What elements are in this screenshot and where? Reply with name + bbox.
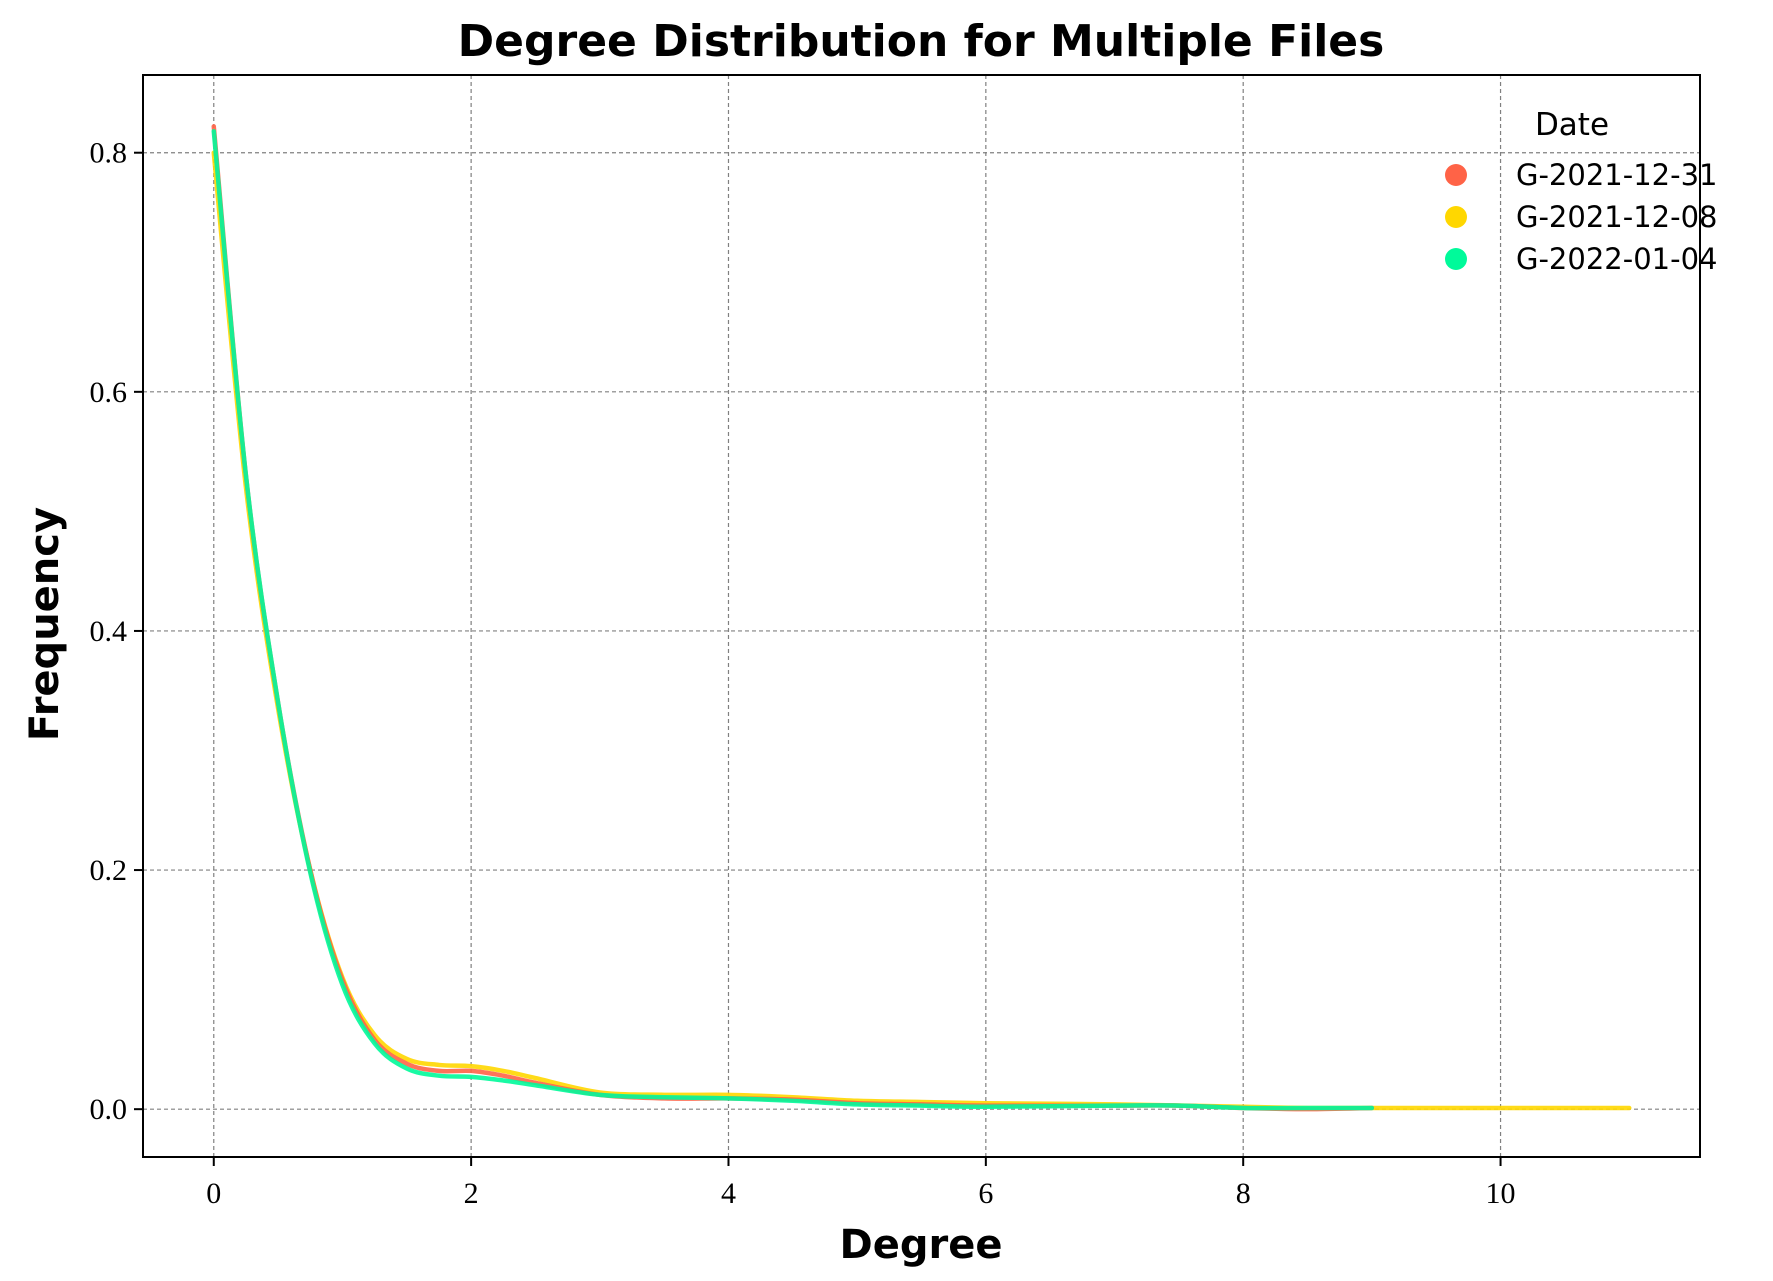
legend-label: G-2021-12-31 <box>1516 158 1717 192</box>
x-tick-label: 6 <box>978 1177 993 1210</box>
legend-title: Date <box>1535 107 1609 143</box>
series-lines <box>211 124 1632 1112</box>
x-axis-label: Degree <box>840 1222 1003 1268</box>
y-tick-label: 0.2 <box>90 854 128 887</box>
y-tick-label: 0.4 <box>90 615 128 648</box>
axis-ticks: 0 2 4 6 8 10 0.0 0.2 0.4 0.6 0.8 <box>90 137 1516 1210</box>
x-tick-label: 10 <box>1486 1177 1516 1210</box>
x-tick-label: 2 <box>464 1177 479 1210</box>
chart-title: Degree Distribution for Multiple Files <box>458 16 1385 67</box>
y-tick-label: 0.0 <box>90 1093 128 1126</box>
grid <box>143 75 1700 1157</box>
y-axis-label: Frequency <box>22 507 68 741</box>
plot-frame <box>142 74 1701 1158</box>
legend-marker <box>1445 248 1467 270</box>
legend: Date G-2021-12-31 G-2021-12-08 G-2022-01-0… <box>1445 107 1717 276</box>
x-tick-label: 8 <box>1236 1177 1251 1210</box>
y-tick-label: 0.8 <box>90 137 128 170</box>
legend-label: G-2021-12-08 <box>1516 200 1717 234</box>
y-tick-label: 0.6 <box>90 376 128 409</box>
series-line-3 <box>211 128 1375 1111</box>
x-tick-label: 0 <box>206 1177 221 1210</box>
legend-label: G-2022-01-04 <box>1516 242 1717 276</box>
x-tick-label: 4 <box>721 1177 736 1210</box>
legend-marker <box>1445 206 1467 228</box>
legend-marker <box>1445 164 1467 186</box>
